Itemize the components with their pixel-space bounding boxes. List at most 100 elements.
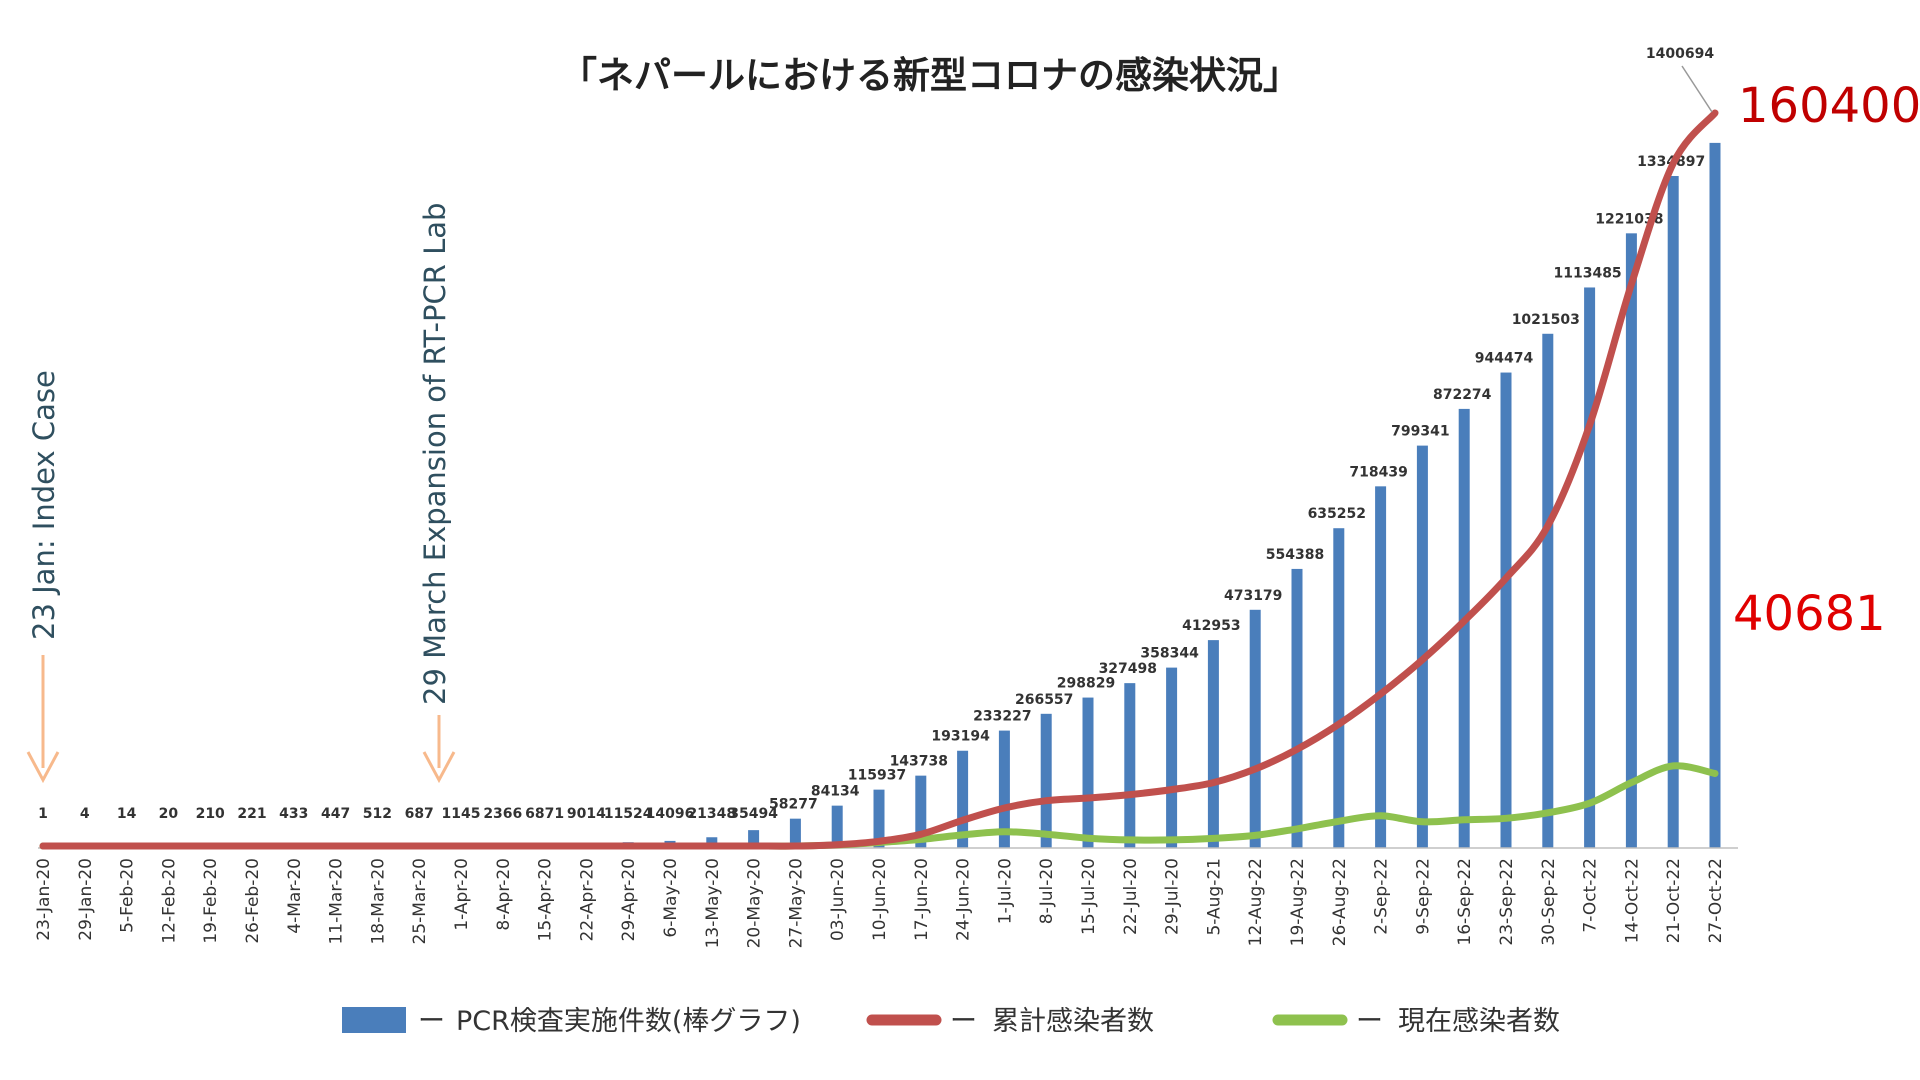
x-tick-label: 19-Feb-20	[201, 858, 221, 944]
x-tick-label: 03-Jun-20	[828, 858, 848, 941]
bar-value-label: 143738	[890, 754, 948, 770]
bar-value-label: 2366	[483, 806, 522, 822]
bar-value-label: 447	[321, 806, 350, 822]
x-tick-label: 2-Sep-22	[1372, 858, 1392, 935]
x-tick-label: 21-Oct-22	[1664, 858, 1684, 943]
bar-value-label: 635252	[1308, 506, 1366, 522]
bar-value-label: 358344	[1140, 646, 1199, 662]
x-tick-label: 23-Sep-22	[1497, 858, 1517, 946]
x-tick-label: 8-Apr-20	[494, 858, 514, 931]
x-tick-label: 9-Sep-22	[1413, 858, 1433, 935]
bar-labels: 1 4 14 20 210 221 433 447 512 687 1145 2366 6871 9014…	[38, 46, 1714, 822]
x-tick-label: 7-Oct-22	[1581, 858, 1601, 933]
x-tick-label: 12-Aug-22	[1246, 858, 1266, 946]
x-tick-label: 20-May-20	[745, 858, 765, 948]
bar-value-label: 6871	[525, 806, 564, 822]
bar-value-label: 210	[196, 806, 225, 822]
bar	[1166, 667, 1178, 848]
bar-value-label: 233227	[973, 709, 1031, 725]
bar-value-label: 9014	[567, 806, 606, 822]
bar	[915, 775, 927, 848]
x-tick-label: 26-Aug-22	[1330, 858, 1350, 946]
x-tick-label: 5-Feb-20	[118, 858, 138, 933]
bar	[1040, 713, 1052, 848]
bar-value-label: 718439	[1349, 464, 1407, 480]
x-tick-label: 29-Apr-20	[619, 858, 639, 941]
bar-value-label: 14096	[646, 806, 695, 822]
bar	[1082, 697, 1094, 848]
bar	[1416, 445, 1428, 848]
x-tick-label: 26-Feb-20	[243, 858, 263, 944]
bar	[1709, 142, 1721, 848]
legend-label-pcr: PCR検査実施件数(棒グラフ)	[456, 1006, 801, 1037]
bar-value-label: 115937	[848, 768, 906, 784]
bar-value-label: 433	[279, 806, 308, 822]
x-tick-label: 24-Jun-20	[954, 858, 974, 941]
x-tick-label: 17-Jun-20	[912, 858, 932, 941]
x-tick-label: 15-Jul-20	[1079, 858, 1099, 935]
x-tick-label: 14-Oct-22	[1622, 858, 1642, 943]
index-case-arrow	[26, 655, 60, 784]
bar-value-label: 58277	[769, 797, 818, 813]
x-tick-label: 6-May-20	[661, 858, 681, 938]
bar-value-label: 266557	[1015, 692, 1073, 708]
bar-value-label: 1021503	[1512, 312, 1580, 328]
x-tick-label: 23-Jan-20	[34, 858, 54, 941]
line-series	[39, 109, 1719, 850]
bar	[831, 805, 843, 848]
bar-value-label: 1400694	[1646, 46, 1714, 62]
chart-title: 「ネパールにおける新型コロナの感染状況」	[560, 54, 1300, 97]
legend-item-active: ー 現在感染者数	[1272, 1006, 1560, 1037]
x-tick-label: 18-Mar-20	[368, 858, 388, 945]
x-tick-label: 19-Aug-22	[1288, 858, 1308, 946]
bar-value-label: 193194	[931, 729, 990, 745]
x-tick-label: 22-Jul-20	[1121, 858, 1141, 935]
legend-dash: ー	[1356, 1006, 1383, 1037]
bar-value-label: 221	[237, 806, 266, 822]
legend-label-cumulative: 累計感染者数	[992, 1006, 1154, 1037]
bar	[1667, 176, 1679, 848]
bar-value-label: 4	[80, 806, 90, 822]
bar	[1625, 233, 1637, 848]
x-tick-label: 10-Jun-20	[870, 858, 890, 941]
x-tick-label: 27-May-20	[786, 858, 806, 948]
bar	[1124, 683, 1136, 848]
bar-value-label: 1221038	[1595, 211, 1663, 227]
bar	[1249, 609, 1261, 848]
bar	[1291, 568, 1303, 848]
legend-label-active: 現在感染者数	[1398, 1006, 1560, 1037]
legend-dash: ー	[950, 1006, 977, 1037]
x-tick-label: 5-Aug-21	[1204, 858, 1224, 936]
last-bar-label-connector	[1681, 65, 1713, 113]
bar-value-label: 20	[159, 806, 179, 822]
cumulative-cases-line	[39, 109, 1719, 850]
active-callout: 40681	[1733, 586, 1886, 642]
bar-value-label: 872274	[1433, 387, 1492, 403]
bar-value-label: 554388	[1266, 547, 1324, 563]
bar	[873, 789, 885, 848]
x-tick-label: 4-Mar-20	[285, 858, 305, 934]
x-tick-label: 15-Apr-20	[536, 858, 556, 941]
bar-value-label: 298829	[1057, 676, 1115, 692]
bar	[1458, 408, 1470, 848]
x-tick-label: 16-Sep-22	[1455, 858, 1475, 946]
x-tick-label: 27-Oct-22	[1706, 858, 1726, 943]
bar-value-label: 799341	[1391, 424, 1449, 440]
x-tick-label: 29-Jan-20	[76, 858, 96, 941]
bar	[1375, 486, 1387, 848]
bar-value-label: 1145	[442, 806, 481, 822]
x-tick-label: 1-Jul-20	[995, 858, 1015, 924]
bar	[748, 830, 760, 848]
bar-value-label: 687	[405, 806, 434, 822]
cumulative-callout: 160400	[1738, 78, 1920, 134]
bar-value-label: 1113485	[1553, 265, 1621, 281]
bar	[1584, 287, 1596, 849]
bar	[1500, 372, 1512, 848]
legend-dash: ー	[418, 1006, 445, 1037]
bar-value-label: 84134	[811, 784, 860, 800]
bar-value-label: 412953	[1182, 618, 1240, 634]
legend-swatch-pcr	[342, 1007, 406, 1033]
bar-value-label: 11524	[604, 806, 653, 822]
rtpcr-annotation: 29 March Expansion of RT-PCR Lab	[418, 203, 452, 705]
